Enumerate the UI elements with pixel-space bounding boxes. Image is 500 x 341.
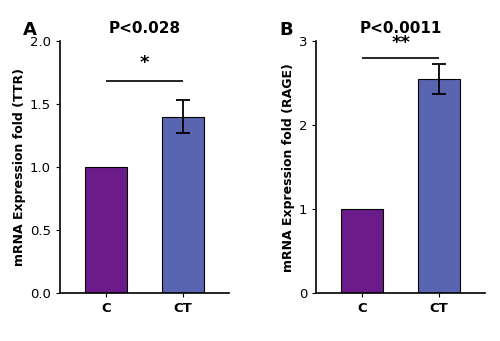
Text: **: ** [391, 34, 410, 52]
Bar [85, 167, 127, 293]
Text: *: * [140, 55, 149, 73]
Y-axis label: mRNA Expression fold (TTR): mRNA Expression fold (TTR) [12, 68, 26, 266]
Text: B: B [279, 21, 293, 39]
Bar [418, 79, 460, 293]
Title: P<0.0011: P<0.0011 [360, 20, 442, 35]
Title: P<0.028: P<0.028 [108, 20, 180, 35]
Bar [342, 209, 384, 293]
Text: A: A [23, 21, 37, 39]
Y-axis label: mRNA Expression fold (RAGE): mRNA Expression fold (RAGE) [282, 63, 294, 271]
Bar [162, 117, 203, 293]
